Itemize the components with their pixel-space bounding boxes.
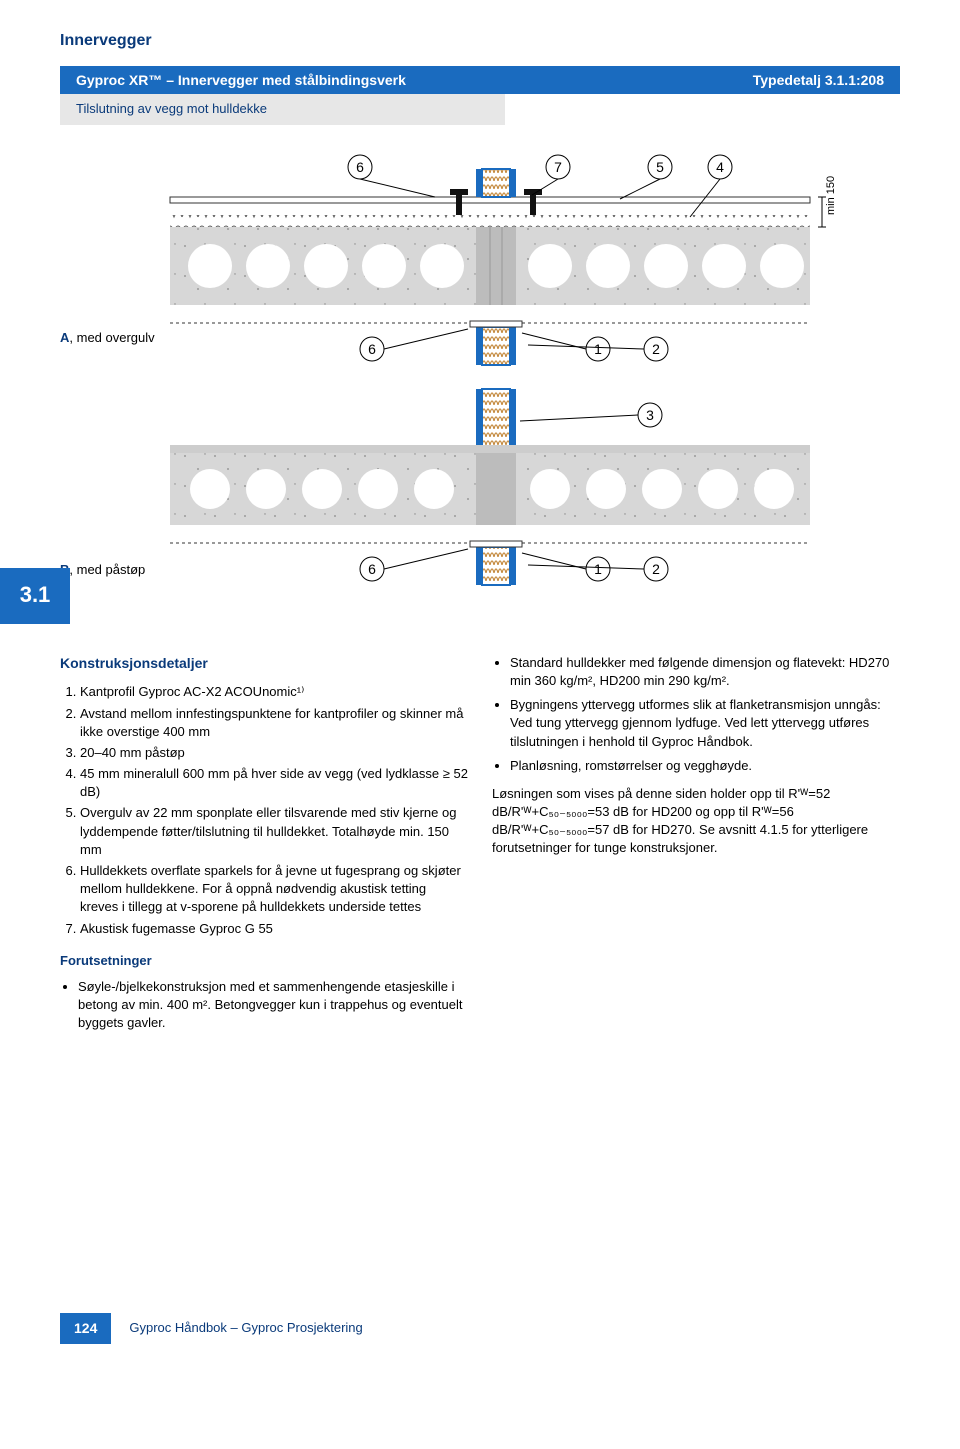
fp-list: Søyle-/bjelkekonstruksjon med et sammenh… xyxy=(60,978,468,1033)
right-column: Standard hulldekker med følgende dimensj… xyxy=(492,654,900,1043)
diagram-region: A, med overgulv B, med påstøp 3.1 xyxy=(60,149,900,624)
svg-text:1: 1 xyxy=(594,561,602,577)
diagram-caption-b: B, med påstøp xyxy=(60,561,145,579)
title-bar: Gyproc XR™ – Innervegger med stålbinding… xyxy=(60,66,900,94)
left-column: Konstruksjonsdetaljer Kantprofil Gyproc … xyxy=(60,654,468,1043)
right-bullet: Planløsning, romstørrelser og vegghøyde. xyxy=(510,757,900,775)
svg-text:2: 2 xyxy=(652,561,660,577)
fp-title: Forutsetninger xyxy=(60,952,468,970)
svg-text:6: 6 xyxy=(356,159,364,175)
kd-item: Hulldekkets overflate sparkels for å jev… xyxy=(80,862,468,917)
right-bullet: Standard hulldekker med følgende dimensj… xyxy=(510,654,900,690)
svg-text:7: 7 xyxy=(554,159,562,175)
svg-text:4: 4 xyxy=(716,159,724,175)
title-bar-right: Typedetalj 3.1.1:208 xyxy=(753,71,884,91)
title-bar-left: Gyproc XR™ – Innervegger med stålbinding… xyxy=(76,71,406,91)
kd-item: Kantprofil Gyproc AC-X2 ACOUnomic¹⁾ xyxy=(80,683,468,701)
svg-text:3: 3 xyxy=(646,407,654,423)
footer: 124 Gyproc Håndbok – Gyproc Prosjekterin… xyxy=(60,1313,900,1345)
construction-diagram: min 150 6 7 5 4 6 1 2 xyxy=(150,149,850,619)
kd-item: Overgulv av 22 mm sponplate eller tilsva… xyxy=(80,804,468,859)
svg-text:6: 6 xyxy=(368,341,376,357)
page-header: Innervegger xyxy=(60,30,900,52)
section-side-number: 3.1 xyxy=(0,568,70,624)
subtitle-bar: Tilslutning av vegg mot hulldekke xyxy=(60,94,505,124)
kd-item: Avstand mellom innfestingspunktene for k… xyxy=(80,705,468,741)
kd-item: Akustisk fugemasse Gyproc G 55 xyxy=(80,920,468,938)
kd-list: Kantprofil Gyproc AC-X2 ACOUnomic¹⁾ Avst… xyxy=(60,683,468,937)
content-columns: Konstruksjonsdetaljer Kantprofil Gyproc … xyxy=(60,654,900,1043)
caption-b-rest: , med påstøp xyxy=(69,562,145,577)
page-number: 124 xyxy=(60,1313,111,1345)
svg-text:1: 1 xyxy=(594,341,602,357)
caption-a-letter: A xyxy=(60,330,69,345)
right-bullet-list: Standard hulldekker med følgende dimensj… xyxy=(492,654,900,775)
right-paragraph: Løsningen som vises på denne siden holde… xyxy=(492,785,900,858)
dim-label: min 150 xyxy=(825,175,837,214)
caption-a-rest: , med overgulv xyxy=(69,330,154,345)
fp-item: Søyle-/bjelkekonstruksjon med et sammenh… xyxy=(78,978,468,1033)
kd-item: 45 mm mineralull 600 mm på hver side av … xyxy=(80,765,468,801)
footer-text: Gyproc Håndbok – Gyproc Prosjektering xyxy=(129,1319,362,1337)
kd-item: 20–40 mm påstøp xyxy=(80,744,468,762)
right-bullet: Bygningens yttervegg utformes slik at fl… xyxy=(510,696,900,751)
diagram-caption-a: A, med overgulv xyxy=(60,329,155,347)
svg-text:6: 6 xyxy=(368,561,376,577)
kd-title: Konstruksjonsdetaljer xyxy=(60,654,468,674)
svg-text:2: 2 xyxy=(652,341,660,357)
svg-text:5: 5 xyxy=(656,159,664,175)
